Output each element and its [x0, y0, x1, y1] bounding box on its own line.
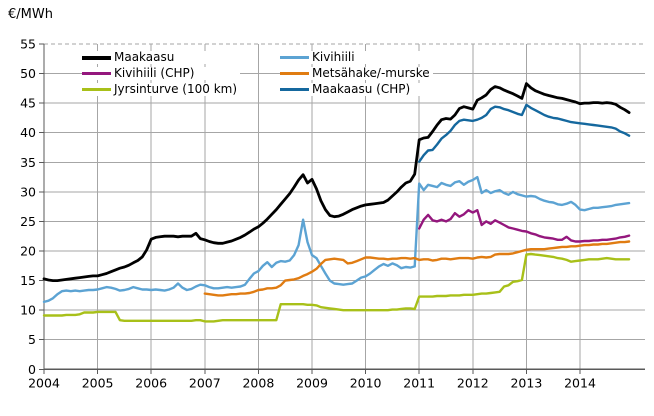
series-line-metsahake: [203, 240, 631, 297]
series-line-maakaasu: [42, 82, 631, 283]
legend-line-marker: [82, 71, 111, 76]
y-axis-label-30: 30: [20, 184, 36, 199]
legend-label: Kivihiili: [312, 50, 355, 64]
legend-label: Jyrsinturve (100 km): [114, 82, 238, 96]
x-axis-label-2014: 2014: [564, 375, 596, 390]
y-axis-label-40: 40: [20, 125, 36, 140]
x-axis-label-2010: 2010: [350, 375, 382, 390]
legend-item-kivihiili: Kivihiili: [280, 51, 433, 64]
y-axis-label-35: 35: [20, 155, 36, 170]
legend-column-left: Maakaasu Kivihiili (CHP) Jyrsinturve (10…: [82, 50, 241, 96]
legend-item-kivihiili-chp: Kivihiili (CHP): [82, 66, 241, 80]
y-axis-label-5: 5: [28, 332, 36, 347]
legend-label: Metsähake/-murske: [312, 66, 430, 80]
y-axis-label-15: 15: [20, 273, 36, 288]
legend-line-marker: [280, 55, 309, 60]
y-axis-label-55: 55: [20, 37, 36, 52]
y-axis-unit-label: €/MWh: [8, 7, 53, 22]
series-line-maakaasu-chp: [418, 103, 631, 163]
legend-label: Maakaasu (CHP): [312, 82, 411, 96]
x-axis-label-2006: 2006: [135, 375, 167, 390]
x-axis-label-2013: 2013: [510, 375, 542, 390]
legend-line-marker: [280, 87, 309, 92]
x-axis-label-2005: 2005: [82, 375, 114, 390]
x-axis-label-2012: 2012: [457, 375, 489, 390]
y-axis-label-20: 20: [20, 244, 36, 259]
legend-column-right: Kivihiili Metsähake/-murske Maakaasu (CH…: [280, 51, 433, 96]
legend-item-jyrsinturve: Jyrsinturve (100 km): [82, 82, 241, 96]
legend-label: Kivihiili (CHP): [114, 66, 195, 80]
legend-item-maakaasu: Maakaasu: [82, 50, 241, 64]
y-axis-label-25: 25: [20, 214, 36, 229]
x-axis-label-2004: 2004: [28, 375, 60, 390]
x-axis-label-2009: 2009: [296, 375, 328, 390]
legend-line-marker: [82, 87, 111, 92]
x-axis-label-2011: 2011: [403, 375, 435, 390]
y-axis-label-45: 45: [20, 96, 36, 111]
legend-item-metsahake: Metsähake/-murske: [280, 67, 433, 80]
legend-line-marker: [280, 71, 309, 76]
x-axis-label-2007: 2007: [189, 375, 221, 390]
series-line-kivihiili-chp: [418, 208, 631, 243]
series-line-kivihiili: [42, 175, 631, 304]
y-axis-label-0: 0: [28, 362, 36, 377]
series-line-jyrsinturve: [42, 252, 631, 323]
legend-item-maakaasu-chp: Maakaasu (CHP): [280, 83, 433, 96]
legend-label: Maakaasu: [114, 50, 175, 64]
x-axis-label-2008: 2008: [242, 375, 274, 390]
legend-line-marker: [82, 55, 111, 60]
y-axis-label-10: 10: [20, 303, 36, 318]
y-axis-label-50: 50: [20, 66, 36, 81]
